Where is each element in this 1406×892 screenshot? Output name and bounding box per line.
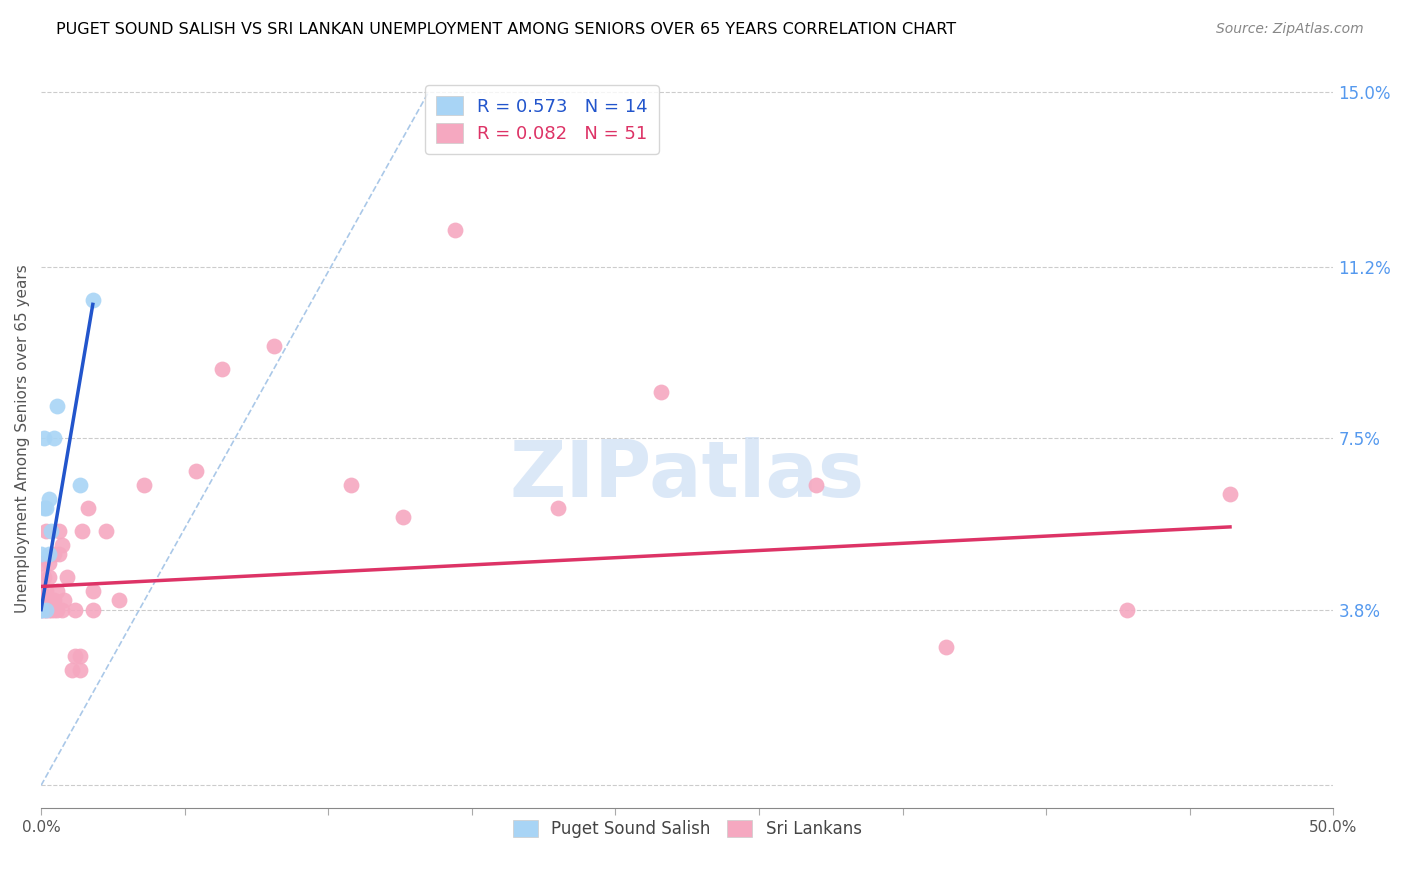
Point <box>806 477 828 491</box>
Point <box>56 570 79 584</box>
Point <box>82 602 104 616</box>
Point <box>30 602 52 616</box>
Point <box>69 648 91 663</box>
Point <box>32 593 55 607</box>
Point <box>30 557 52 571</box>
Point <box>42 602 65 616</box>
Point <box>63 602 86 616</box>
Point <box>1115 602 1137 616</box>
Point <box>42 432 65 446</box>
Point <box>45 399 67 413</box>
Point <box>547 500 569 515</box>
Point <box>38 547 60 561</box>
Text: PUGET SOUND SALISH VS SRI LANKAN UNEMPLOYMENT AMONG SENIORS OVER 65 YEARS CORREL: PUGET SOUND SALISH VS SRI LANKAN UNEMPLO… <box>56 22 956 37</box>
Point <box>32 570 55 584</box>
Point <box>41 524 63 538</box>
Point <box>69 663 91 677</box>
Point <box>134 477 156 491</box>
Point <box>51 538 73 552</box>
Point <box>35 602 58 616</box>
Point <box>51 602 73 616</box>
Point <box>38 593 60 607</box>
Point <box>53 593 76 607</box>
Point <box>340 477 363 491</box>
Point <box>107 593 129 607</box>
Point <box>32 432 55 446</box>
Point <box>38 491 60 506</box>
Point <box>72 524 94 538</box>
Y-axis label: Unemployment Among Seniors over 65 years: Unemployment Among Seniors over 65 years <box>15 264 30 613</box>
Point <box>48 547 70 561</box>
Point <box>41 602 63 616</box>
Point <box>30 602 52 616</box>
Point <box>35 524 58 538</box>
Point <box>211 362 233 376</box>
Point <box>35 500 58 515</box>
Point <box>42 593 65 607</box>
Point <box>48 524 70 538</box>
Point <box>94 524 117 538</box>
Point <box>32 500 55 515</box>
Point <box>45 584 67 599</box>
Point <box>69 477 91 491</box>
Point <box>76 500 98 515</box>
Point <box>1219 487 1241 501</box>
Point <box>38 602 60 616</box>
Point <box>38 570 60 584</box>
Point <box>63 648 86 663</box>
Point <box>35 602 58 616</box>
Point <box>32 602 55 616</box>
Point <box>30 593 52 607</box>
Point <box>263 339 285 353</box>
Point <box>443 223 465 237</box>
Point <box>935 640 957 654</box>
Point <box>38 557 60 571</box>
Point <box>650 385 672 400</box>
Point <box>35 584 58 599</box>
Point <box>42 547 65 561</box>
Point <box>82 584 104 599</box>
Point <box>30 547 52 561</box>
Point <box>60 663 83 677</box>
Point <box>392 510 415 524</box>
Point <box>45 602 67 616</box>
Point <box>41 593 63 607</box>
Point <box>30 602 52 616</box>
Point <box>30 584 52 599</box>
Point <box>82 293 104 307</box>
Text: ZIPatlas: ZIPatlas <box>510 437 865 514</box>
Legend: Puget Sound Salish, Sri Lankans: Puget Sound Salish, Sri Lankans <box>506 813 869 845</box>
Text: Source: ZipAtlas.com: Source: ZipAtlas.com <box>1216 22 1364 37</box>
Point <box>186 464 208 478</box>
